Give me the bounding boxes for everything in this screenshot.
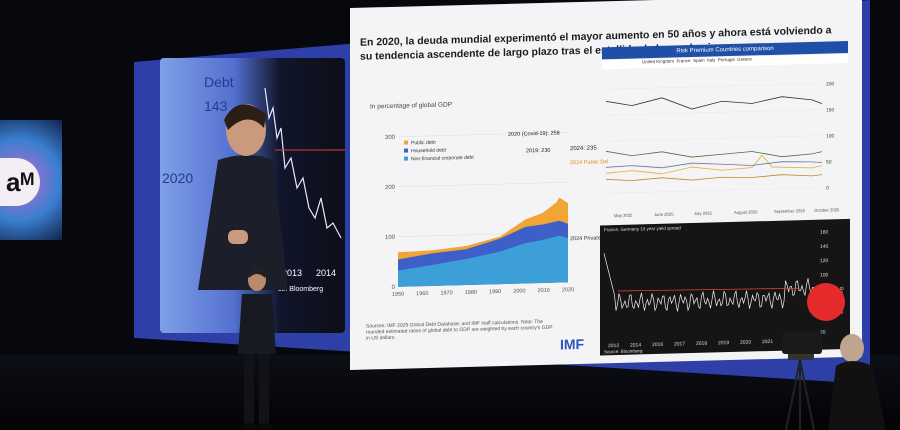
debt-y-tick: 0 <box>392 285 396 291</box>
inset-year: 2020 <box>162 170 194 186</box>
debt-x-tick: 2020 <box>562 287 574 293</box>
debt-gridline <box>398 182 568 187</box>
debt-x-tick: 1950 <box>392 292 404 298</box>
bond-x-tick: 2020 <box>740 339 751 345</box>
bond-chart-source: Source: Bloomberg <box>604 348 643 355</box>
debt-legend-swatch <box>404 140 408 145</box>
camera-operator <box>782 332 886 430</box>
debt-annotation: 2019: 230 <box>526 148 550 155</box>
debt-gridline <box>398 132 568 137</box>
risk-y-tick: 150 <box>826 107 835 113</box>
inset-source: ce: Bloomberg <box>278 286 324 293</box>
bond-x-tick: 2012 <box>608 343 619 349</box>
bond-y-tick: 20 <box>820 330 826 336</box>
bond-y-tick: 100 <box>820 272 829 278</box>
debt-chart-subtitle: In percentage of global GDP <box>370 101 453 111</box>
risk-line-italy <box>605 161 823 169</box>
risk-line-spain <box>605 154 823 175</box>
bond-x-tick: 2017 <box>674 341 685 347</box>
debt-y-tick: 100 <box>385 235 396 241</box>
inset-label: Debt <box>204 74 234 90</box>
risk-y-tick: 0 <box>826 185 829 191</box>
debt-legend-label: Public debt <box>411 140 436 147</box>
risk-x-tick: October 2025 <box>814 207 840 213</box>
inset-value: 143 <box>204 98 228 114</box>
debt-legend-swatch <box>404 148 408 153</box>
bond-y-tick: 140 <box>820 244 829 250</box>
debt-x-tick: 2010 <box>538 288 550 294</box>
risk-gridline <box>606 83 822 90</box>
debt-legend-label: Household debt <box>411 147 447 154</box>
debt-annotation: 2024: 235 <box>570 146 597 153</box>
bond-y-tick: 120 <box>820 258 829 264</box>
risk-y-tick: 50 <box>826 159 832 165</box>
risk-x-tick: August 2025 <box>734 209 758 215</box>
left-led-screen: aᴹ <box>0 120 62 240</box>
risk-gridline <box>606 109 822 116</box>
imf-logo: IMF <box>560 335 585 353</box>
risk-y-tick: 100 <box>826 133 835 139</box>
debt-legend-swatch <box>404 156 408 161</box>
debt-y-tick: 300 <box>385 135 396 141</box>
bond-x-tick: 2018 <box>696 341 707 347</box>
inset-years: 2013 2014 <box>282 268 337 278</box>
debt-side-label: 2024 Public Debt: 93 <box>570 159 608 166</box>
speaker-on-screen <box>198 104 288 290</box>
slide-sources: Sources: IMF 2025 Global Debt Database; … <box>366 318 553 342</box>
presentation-slide: En 2020, la deuda mundial experimentó el… <box>350 0 862 371</box>
risk-line-france <box>605 150 823 158</box>
left-screen-logo: aᴹ <box>0 158 40 206</box>
debt-side-label: 2024 Private Debt: 143 <box>570 235 608 242</box>
video-inset: Debt 143 2020 2013 2014 ce: Bloomberg <box>160 58 345 333</box>
debt-x-tick: 1990 <box>489 289 501 295</box>
risk-x-tick: July 2025 <box>694 211 713 216</box>
bond-x-tick: 2014 <box>630 342 641 348</box>
bond-x-tick: 2019 <box>718 340 729 346</box>
bond-x-tick: 2016 <box>652 342 663 348</box>
bond-spread-line <box>603 253 814 312</box>
risk-gridline <box>606 135 822 142</box>
bond-y-tick: 160 <box>820 229 829 235</box>
risk-y-tick: 200 <box>826 81 835 87</box>
debt-x-tick: 1960 <box>416 291 428 297</box>
debt-area-corporate <box>398 235 568 287</box>
debt-x-tick: 1970 <box>440 290 452 296</box>
debt-x-tick: 1980 <box>465 290 477 296</box>
red-marker <box>807 283 845 321</box>
presenter-on-stage <box>238 269 276 429</box>
risk-x-tick: September 2025 <box>774 208 806 214</box>
risk-gridline <box>606 187 822 194</box>
risk-x-tick: June 2025 <box>654 212 674 218</box>
bond-reference-line <box>617 287 801 292</box>
debt-x-tick: 2000 <box>513 288 525 294</box>
debt-y-tick: 200 <box>385 185 396 191</box>
risk-x-tick: May 2025 <box>614 213 633 218</box>
debt-annotation: 2020 (Covid-19): 258 <box>508 131 560 138</box>
risk-line-uk <box>605 96 823 110</box>
risk-premium-chart: 200 150 100 50 0 May 2025 June 2025 July 2025 Au… <box>605 81 840 218</box>
risk-line-portugal <box>605 174 823 182</box>
bond-x-tick: 2021 <box>762 339 773 345</box>
inset-line-chart <box>264 87 345 239</box>
debt-legend-label: Non-financial corporate debt <box>411 155 474 163</box>
